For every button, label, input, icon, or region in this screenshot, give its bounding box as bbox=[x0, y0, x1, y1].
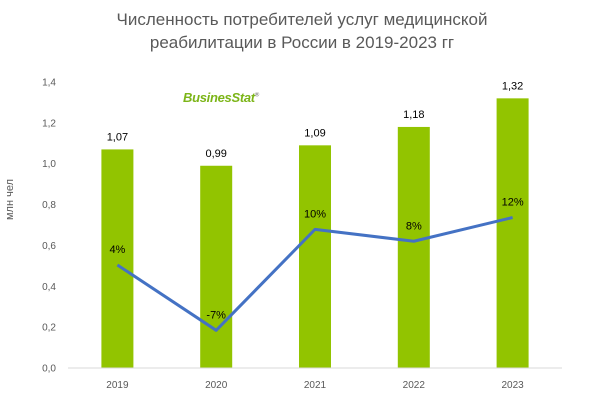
growth-line-series: 4% -7% 10% 8% 12% bbox=[109, 197, 524, 332]
y-tick-label: 1,4 bbox=[42, 78, 56, 89]
y-axis: 0,0 0,2 0,4 0,6 0,8 1,0 1,2 1,4 bbox=[42, 78, 56, 375]
bar-value-label: 1,18 bbox=[403, 109, 424, 121]
growth-percent-label: 8% bbox=[406, 220, 422, 232]
x-tick-label: 2020 bbox=[205, 380, 228, 391]
x-tick-label: 2019 bbox=[106, 380, 129, 391]
bar bbox=[496, 98, 529, 368]
x-tick-label: 2023 bbox=[501, 380, 524, 391]
x-axis: 2019 2020 2021 2022 2023 bbox=[68, 367, 562, 391]
y-tick-label: 0,8 bbox=[42, 200, 56, 211]
bar-value-label: 1,07 bbox=[107, 131, 128, 143]
bar bbox=[397, 126, 430, 368]
y-tick-label: 1,0 bbox=[42, 159, 56, 170]
bar-series: 1,07 0,99 1,09 1,18 1,32 bbox=[101, 80, 529, 368]
growth-percent-label: -7% bbox=[206, 309, 226, 321]
growth-line bbox=[116, 216, 513, 332]
bar-value-label: 1,09 bbox=[304, 127, 325, 139]
businesstat-logo: BusinesStat® bbox=[183, 90, 259, 105]
growth-percent-label: 4% bbox=[109, 244, 125, 256]
bar bbox=[101, 149, 134, 368]
y-tick-label: 0,4 bbox=[42, 282, 56, 293]
growth-percent-label: 12% bbox=[502, 197, 524, 209]
registered-mark: ® bbox=[254, 92, 259, 99]
x-tick-label: 2022 bbox=[403, 380, 426, 391]
chart-title-line-1: Численность потребителей услуг медицинск… bbox=[116, 10, 488, 29]
bar-value-label: 0,99 bbox=[205, 148, 226, 160]
y-tick-label: 0,2 bbox=[42, 323, 56, 334]
bar-value-label: 1,32 bbox=[502, 80, 523, 92]
logo-text: BusinesStat bbox=[183, 90, 255, 105]
chart-title: Численность потребителей услуг медицинск… bbox=[0, 8, 604, 54]
y-tick-label: 0,6 bbox=[42, 241, 56, 252]
bar bbox=[200, 165, 233, 368]
y-tick-label: 1,2 bbox=[42, 118, 56, 129]
chart-title-line-2: реабилитации в России в 2019-2023 гг bbox=[149, 33, 455, 52]
bar bbox=[299, 145, 331, 368]
x-tick-label: 2021 bbox=[304, 380, 327, 391]
y-tick-label: 0,0 bbox=[42, 364, 56, 375]
growth-percent-label: 10% bbox=[304, 208, 326, 220]
